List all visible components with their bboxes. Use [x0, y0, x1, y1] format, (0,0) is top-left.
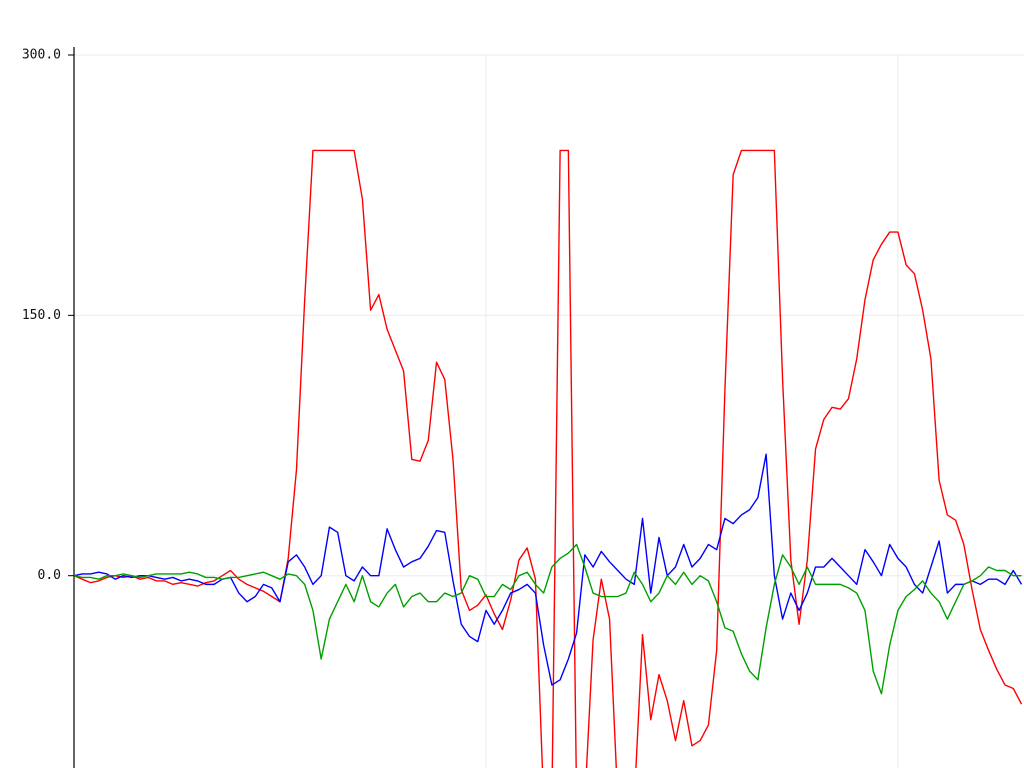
data-line	[74, 453, 1023, 686]
y-tick-label: 300.0	[22, 48, 61, 63]
data-line	[74, 543, 1022, 695]
plot-area	[74, 149, 1023, 768]
data-line	[74, 149, 1023, 768]
y-tick-label: 150.0	[22, 308, 61, 323]
y-tick-label: 0.0	[38, 568, 61, 583]
